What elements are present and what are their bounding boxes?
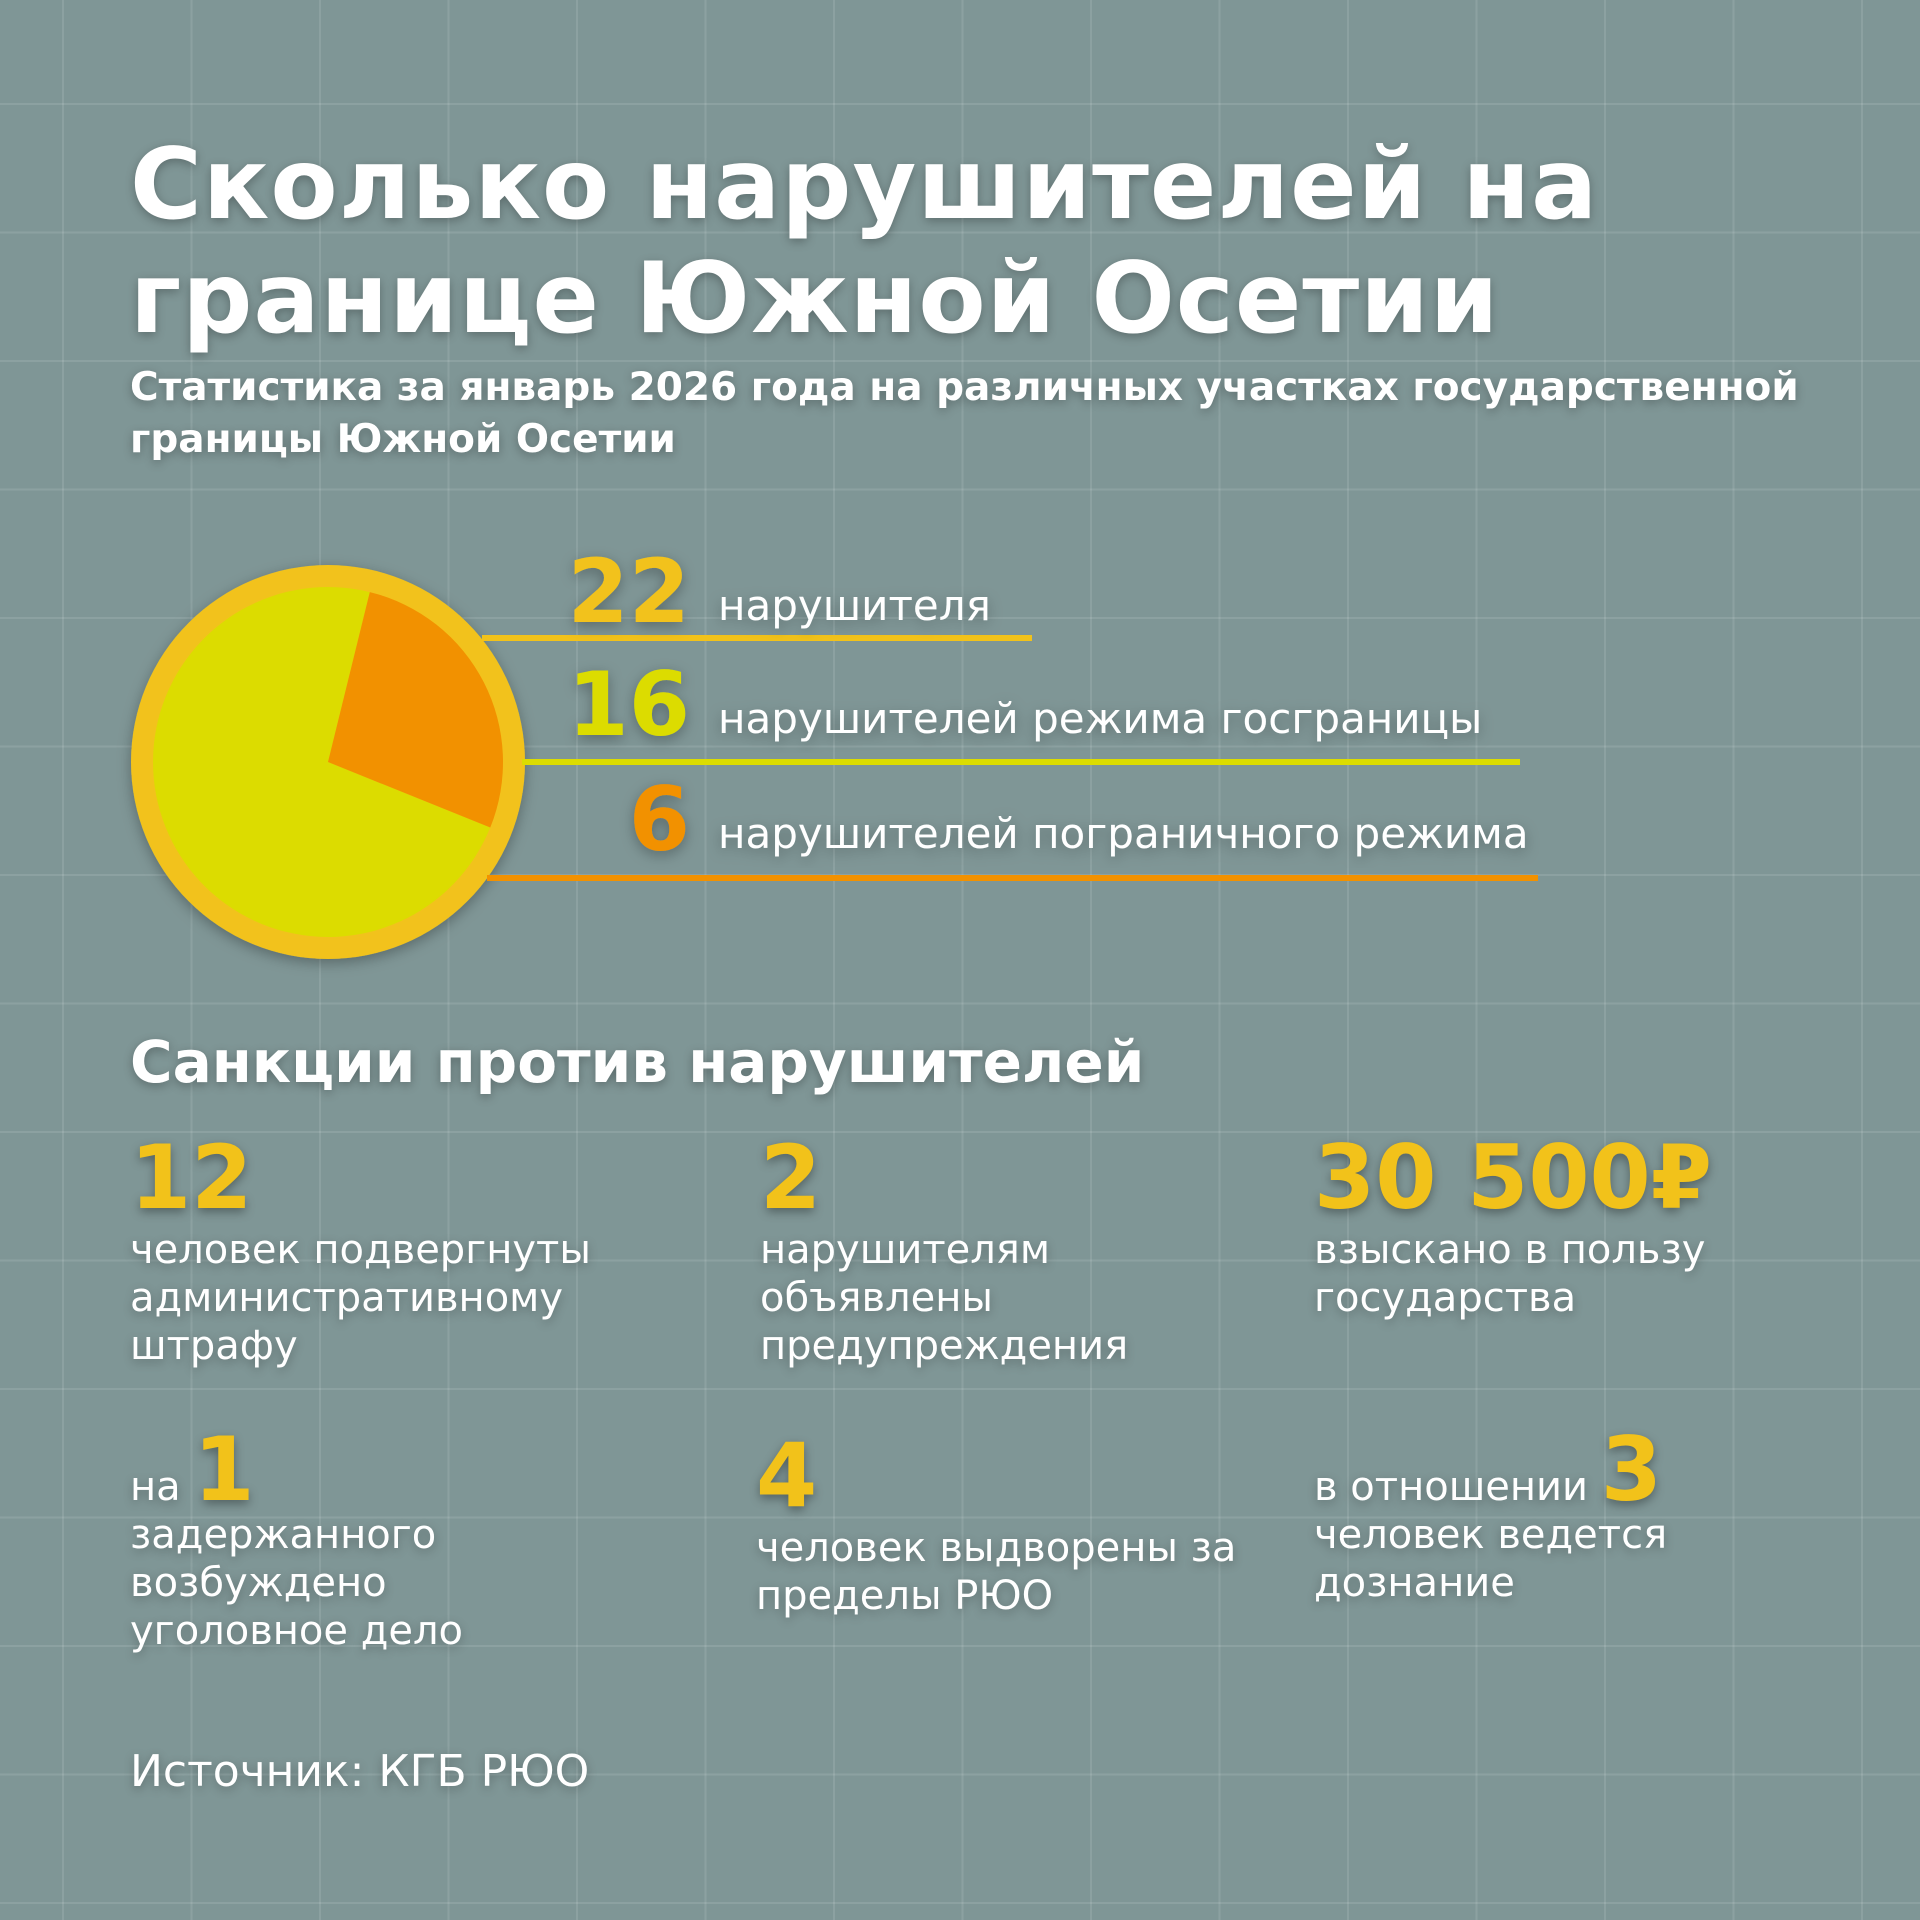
sanction-inquiry-prefix: в отношении xyxy=(1314,1464,1589,1510)
sanction-criminal-case-text: задержанного возбуждено уголовное дело xyxy=(130,1512,464,1654)
total-value: 22 xyxy=(568,540,690,643)
sanction-criminal-case-number: 1 xyxy=(193,1418,255,1521)
sanction-inquiry-text: человек ведется дознание xyxy=(1314,1512,1668,1606)
pie-slice-border-regime xyxy=(328,592,503,828)
sanction-amount: 30 500₽ взыскано в пользу государства xyxy=(1314,1130,1814,1322)
sanction-warning-number: 2 xyxy=(760,1126,822,1229)
pie-slice-state-border xyxy=(152,587,491,938)
infographic-title: Сколько нарушителей на границе Южной Осе… xyxy=(130,128,1599,356)
sanction-fine-text: человек подвергнуты административному шт… xyxy=(130,1227,591,1369)
sanction-amount-text: взыскано в пользу государства xyxy=(1314,1227,1706,1321)
sanction-fine-number: 12 xyxy=(130,1126,253,1229)
state-border-label: нарушителей режима госграницы xyxy=(718,694,1482,743)
sanction-expulsion-number: 4 xyxy=(756,1424,818,1527)
state-border-value: 16 xyxy=(568,653,690,756)
sanction-inquiry: в отношении 3 человек ведется дознание xyxy=(1314,1426,1814,1607)
sanction-warning: 2 нарушителям объявлены предупреждения xyxy=(760,1130,1180,1370)
sanction-amount-number: 30 500₽ xyxy=(1314,1126,1713,1229)
border-regime-value: 6 xyxy=(629,768,690,871)
infographic-subtitle: Статистика за январь 2026 года на различ… xyxy=(130,365,1799,462)
source-note: Источник: КГБ РЮО xyxy=(130,1746,590,1797)
border-regime-label: нарушителей пограничного режима xyxy=(718,809,1529,858)
sanctions-heading: Санкции против нарушителей xyxy=(130,1028,1145,1096)
total-label: нарушителя xyxy=(718,581,991,630)
sanction-expulsion: 4 человек выдворены за пределы РЮО xyxy=(756,1428,1276,1620)
sanction-criminal-case-prefix: на xyxy=(130,1464,181,1510)
sanction-expulsion-text: человек выдворены за пределы РЮО xyxy=(756,1525,1237,1619)
violators-pie-chart: 22 нарушителя 16 нарушителей режима госг… xyxy=(131,540,1538,959)
sanction-inquiry-number: 3 xyxy=(1600,1418,1662,1521)
pie-slices xyxy=(152,587,503,938)
sanction-criminal-case: на 1 задержанного возбуждено уголовное д… xyxy=(130,1426,590,1655)
sanction-warning-text: нарушителям объявлены предупреждения xyxy=(760,1227,1129,1369)
sanction-fine: 12 человек подвергнуты административному… xyxy=(130,1130,650,1370)
